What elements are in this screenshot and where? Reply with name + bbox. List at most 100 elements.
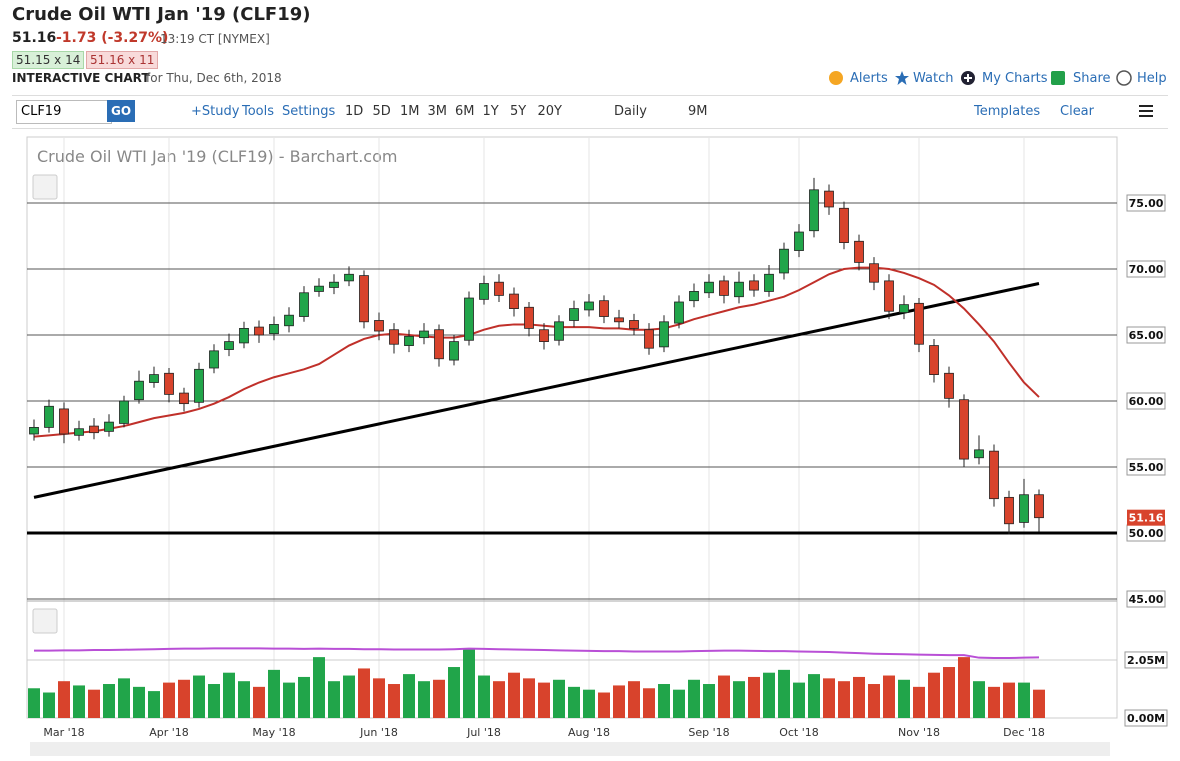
chart-label: INTERACTIVE CHART	[12, 71, 150, 85]
bid: 51.15 x 14	[12, 51, 85, 69]
volume-bar	[388, 684, 400, 718]
x-tick-label: May '18	[252, 726, 295, 739]
range-button[interactable]: 1M	[400, 104, 420, 119]
volume-bar	[613, 685, 625, 718]
candle-body	[914, 302, 924, 345]
volume-bar	[283, 682, 295, 718]
volume-bar	[403, 674, 415, 718]
templates-button[interactable]: Templates	[974, 104, 1041, 119]
interval-select[interactable]: Daily	[614, 104, 647, 119]
volume-bar	[538, 682, 550, 718]
ask: 51.16 x 11	[86, 51, 159, 69]
y-tick-label: 50.00	[1129, 527, 1164, 540]
volume-bar	[733, 681, 745, 718]
volume-bar	[763, 672, 775, 718]
y-tick-box	[1126, 194, 1166, 212]
volume-bar	[688, 679, 700, 718]
range-button[interactable]: 1D	[345, 104, 364, 119]
period-select[interactable]: 9M	[688, 104, 708, 119]
volume-bar	[1018, 682, 1030, 718]
range-button[interactable]: 1Y	[482, 104, 499, 119]
x-tick-label: Oct '18	[779, 726, 819, 739]
candle-body	[704, 281, 714, 294]
symbol-input[interactable]: CLF19	[16, 100, 112, 124]
collapse-button[interactable]	[32, 174, 58, 200]
candle-body	[104, 421, 114, 432]
last-price-box	[1127, 509, 1165, 526]
candle-body	[164, 372, 174, 395]
go-button[interactable]: GO	[107, 100, 135, 122]
scrollbar[interactable]	[30, 742, 1110, 756]
y2-tick-box	[1124, 709, 1168, 727]
chart: Crude Oil WTI Jan '19 (CLF19) - Barchart…	[26, 136, 1168, 756]
y-tick-label: 60.00	[1129, 395, 1164, 408]
volume-bar	[238, 681, 250, 718]
y-tick-label: 75.00	[1129, 197, 1164, 210]
candle-body	[569, 308, 579, 321]
help-icon[interactable]	[1116, 70, 1132, 86]
range-button[interactable]: 3M	[427, 104, 448, 119]
candle-body	[959, 399, 969, 460]
x-tick-label: Sep '18	[688, 726, 729, 739]
volume-bar	[658, 684, 670, 718]
study-button[interactable]: +Study	[191, 104, 240, 119]
range-button[interactable]: 6M	[455, 104, 475, 119]
candle-body	[794, 231, 804, 251]
menu-icon[interactable]	[1138, 104, 1154, 118]
candle-body	[1019, 494, 1029, 523]
chart-date: for Thu, Dec 6th, 2018	[146, 71, 282, 85]
alert-icon[interactable]	[828, 70, 844, 86]
candle-body	[479, 283, 489, 300]
volume-bar	[103, 684, 115, 718]
candle-body	[74, 428, 84, 436]
candle-body	[149, 374, 159, 383]
candle-body	[614, 317, 624, 323]
candle-body	[734, 281, 744, 298]
candle-body	[929, 345, 939, 375]
expand-button[interactable]	[32, 608, 58, 634]
quote-time: 13:19 CT [NYMEX]	[160, 32, 270, 46]
mycharts-link[interactable]: My Charts	[982, 71, 1048, 86]
clear-button[interactable]: Clear	[1060, 104, 1094, 119]
volume-bar	[928, 672, 940, 718]
candle-body	[314, 285, 324, 292]
volume-bar	[823, 678, 835, 718]
volume-bar	[28, 688, 40, 718]
alerts-link[interactable]: Alerts	[850, 71, 888, 86]
volume-bar	[718, 675, 730, 718]
volume-bar	[193, 675, 205, 718]
candle-body	[1034, 494, 1044, 519]
volume-bar	[298, 676, 310, 718]
volume-bar	[1003, 682, 1015, 718]
range-button[interactable]: 5Y	[510, 104, 527, 119]
candle-body	[269, 324, 279, 335]
volume-bar	[358, 668, 370, 718]
volume-bar	[673, 689, 685, 718]
volume-bar	[163, 682, 175, 718]
candle-body	[854, 240, 864, 263]
chart-title: Crude Oil WTI Jan '19 (CLF19) - Barchart…	[37, 147, 397, 166]
candle-body	[869, 263, 879, 283]
settings-button[interactable]: Settings	[282, 104, 336, 119]
volume-bar	[313, 657, 325, 718]
range-button[interactable]: 20Y	[537, 104, 562, 119]
volume-bar	[703, 684, 715, 718]
watch-link[interactable]: Watch	[913, 71, 954, 86]
mycharts-icon[interactable]	[960, 70, 976, 86]
y-tick-box	[1126, 392, 1166, 410]
range-button[interactable]: 5D	[372, 104, 391, 119]
y-tick-box	[1126, 458, 1166, 476]
candle-body	[749, 280, 759, 291]
share-icon[interactable]	[1050, 70, 1066, 86]
share-link[interactable]: Share	[1073, 71, 1111, 86]
tools-button[interactable]: Tools	[242, 104, 275, 119]
help-link[interactable]: Help	[1137, 71, 1167, 86]
x-tick-label: Nov '18	[898, 726, 940, 739]
volume-bar	[73, 685, 85, 718]
candle-body	[659, 321, 669, 348]
watch-icon[interactable]	[894, 70, 910, 86]
last-price: 51.16	[12, 30, 57, 46]
candle-body	[209, 350, 219, 369]
candle-body	[389, 329, 399, 345]
volume-bar	[118, 678, 130, 718]
